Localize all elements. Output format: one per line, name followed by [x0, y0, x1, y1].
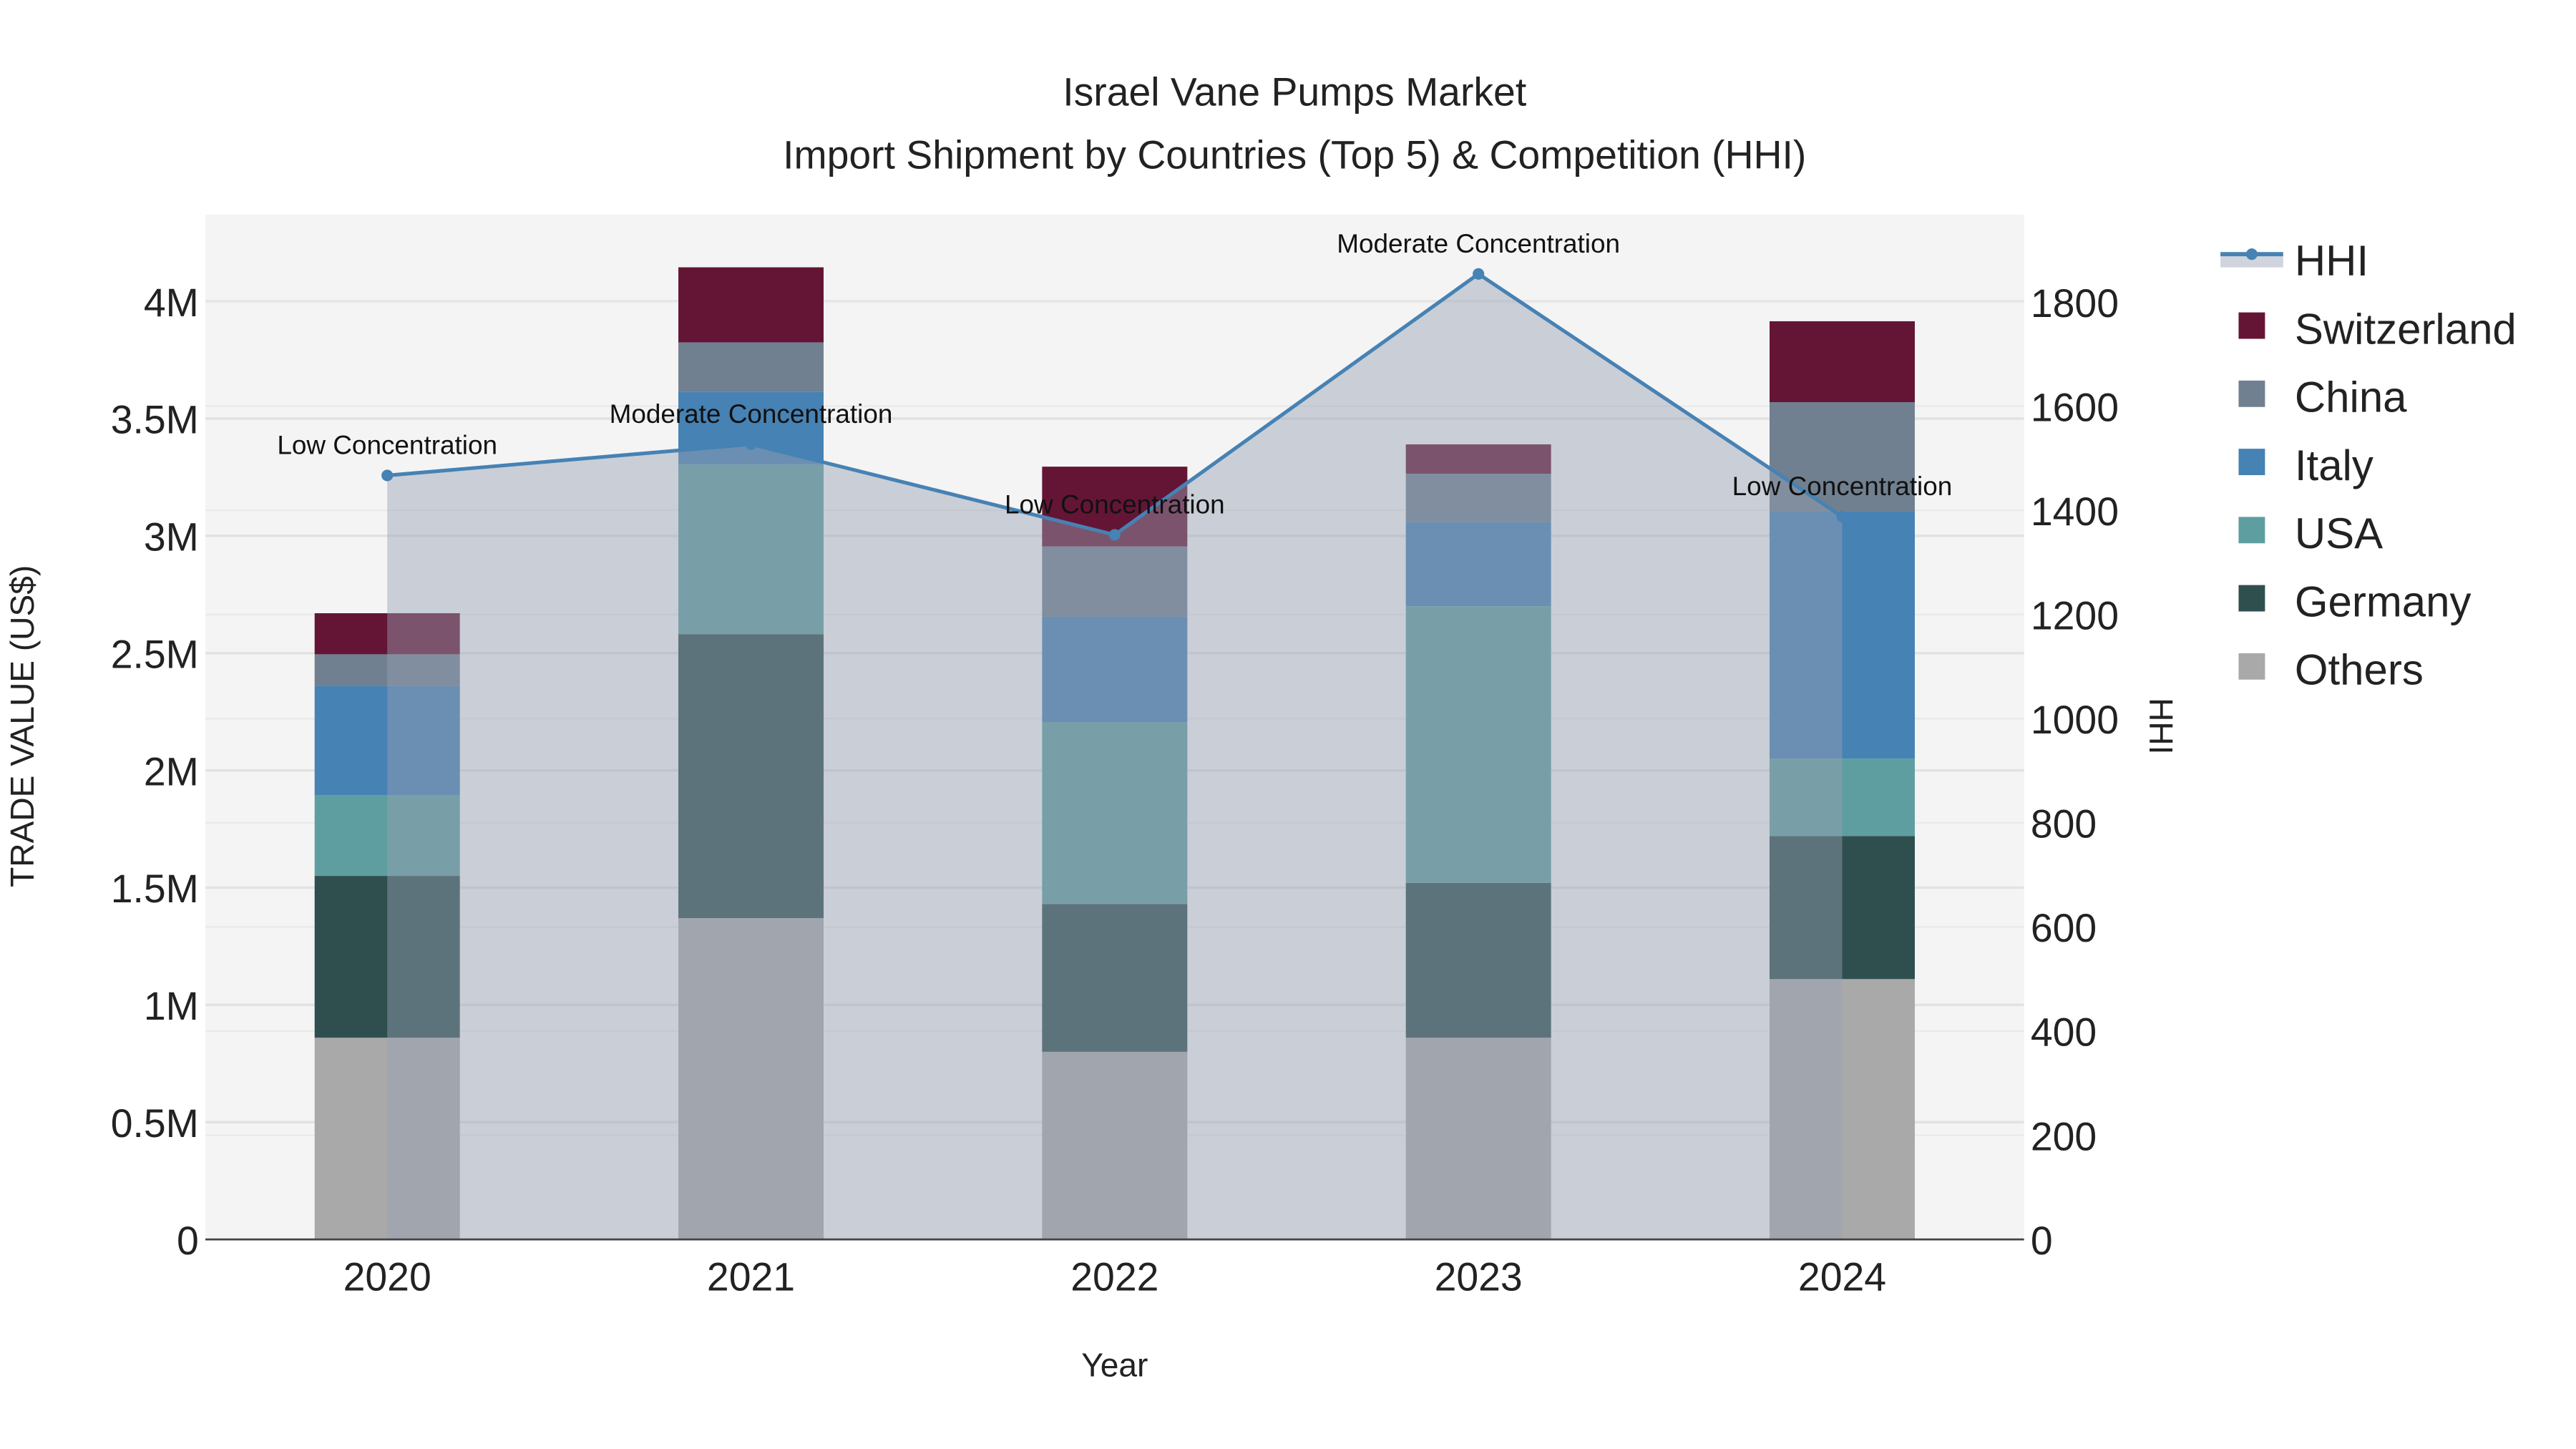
legend-swatch-china	[2238, 380, 2265, 407]
chart-title: Israel Vane Pumps Market	[1063, 70, 1526, 114]
y2-tick-label: 400	[2031, 1010, 2097, 1055]
legend-label-germany: Germany	[2295, 577, 2472, 625]
legend-label-hhi: HHI	[2295, 237, 2368, 285]
bar-italy	[314, 686, 460, 796]
hhi-annotation: Moderate Concentration	[1337, 229, 1620, 258]
legend-marker-hhi	[2245, 248, 2258, 260]
x-tick-label: 2021	[707, 1255, 795, 1299]
bar-germany	[1042, 904, 1188, 1052]
y-tick-label: 2M	[144, 749, 199, 794]
legend-label-usa: USA	[2295, 509, 2383, 557]
bar-switzerland	[1770, 321, 1915, 403]
bar-italy	[1770, 511, 1915, 759]
bar-italy	[1405, 522, 1551, 607]
bar-switzerland	[678, 267, 824, 343]
bar-china	[314, 654, 460, 686]
legend-label-italy: Italy	[2295, 441, 2373, 489]
y-tick-label: 0.5M	[111, 1101, 199, 1146]
hhi-point	[1836, 510, 1848, 523]
bar-others	[1770, 979, 1915, 1240]
bar-others	[678, 918, 824, 1240]
y-tick-label: 0	[177, 1219, 199, 1263]
hhi-annotation: Low Concentration	[1732, 472, 1953, 501]
y-axis-label: TRADE VALUE (US$)	[4, 565, 41, 887]
hhi-area	[387, 273, 1843, 1240]
bar-usa	[678, 464, 824, 635]
y2-axis-label: HHI	[2142, 698, 2180, 754]
y2-tick-label: 1400	[2031, 489, 2119, 534]
bar-china	[1770, 402, 1915, 512]
bar-china	[1042, 546, 1188, 617]
hhi-annotation: Low Concentration	[1005, 489, 1225, 519]
y-tick-label: 4M	[144, 280, 199, 325]
y2-tick-label: 1600	[2031, 385, 2119, 429]
bar-usa	[314, 795, 460, 877]
y2-tick-label: 600	[2031, 906, 2097, 950]
x-tick-label: 2024	[1798, 1255, 1886, 1299]
y2-tick-label: 1800	[2031, 281, 2119, 326]
y-tick-label: 3M	[144, 515, 199, 560]
bar-germany	[678, 634, 824, 919]
bar-germany	[1405, 882, 1551, 1038]
bar-italy	[678, 391, 824, 464]
bar-usa	[1042, 722, 1188, 904]
legend-swatch-others	[2238, 653, 2265, 680]
hhi-point	[1108, 529, 1121, 541]
y-tick-label: 3.5M	[111, 398, 199, 442]
bar-usa	[1770, 758, 1915, 836]
hhi-point	[1473, 268, 1485, 280]
y-tick-label: 1M	[144, 984, 199, 1028]
y2-tick-label: 200	[2031, 1114, 2097, 1158]
y2-tick-label: 800	[2031, 802, 2097, 847]
chart-subtitle: Import Shipment by Countries (Top 5) & C…	[783, 132, 1806, 177]
legend-label-switzerland: Switzerland	[2295, 305, 2517, 353]
legend-swatch-germany	[2238, 585, 2265, 612]
bar-germany	[314, 876, 460, 1038]
hhi-annotation: Moderate Concentration	[610, 399, 893, 429]
legend-swatch-switzerland	[2238, 312, 2265, 339]
legend-label-others: Others	[2295, 646, 2424, 694]
y-tick-label: 1.5M	[111, 867, 199, 911]
x-tick-label: 2023	[1435, 1255, 1523, 1299]
legend-swatch-usa	[2238, 517, 2265, 544]
bar-switzerland	[314, 613, 460, 655]
bar-china	[678, 342, 824, 392]
bar-china	[1405, 473, 1551, 522]
hhi-annotation: Low Concentration	[277, 430, 497, 459]
bar-italy	[1042, 616, 1188, 723]
y-tick-label: 2.5M	[111, 632, 199, 676]
legend-label-china: China	[2295, 374, 2407, 421]
y2-tick-label: 1000	[2031, 698, 2119, 742]
hhi-point	[381, 469, 394, 482]
x-tick-label: 2022	[1070, 1255, 1158, 1299]
bar-usa	[1405, 606, 1551, 883]
bar-others	[1042, 1051, 1188, 1240]
bar-germany	[1770, 836, 1915, 980]
bar-others	[1405, 1038, 1551, 1240]
bar-others	[314, 1038, 460, 1240]
y2-tick-label: 0	[2031, 1219, 2053, 1263]
legend-swatch-italy	[2238, 449, 2265, 476]
x-tick-label: 2020	[343, 1255, 431, 1299]
bar-switzerland	[1405, 444, 1551, 474]
x-axis-label: Year	[1081, 1347, 1148, 1384]
y2-tick-label: 1200	[2031, 594, 2119, 638]
hhi-point	[745, 438, 757, 450]
legend-swatch-hhi	[2220, 254, 2283, 268]
